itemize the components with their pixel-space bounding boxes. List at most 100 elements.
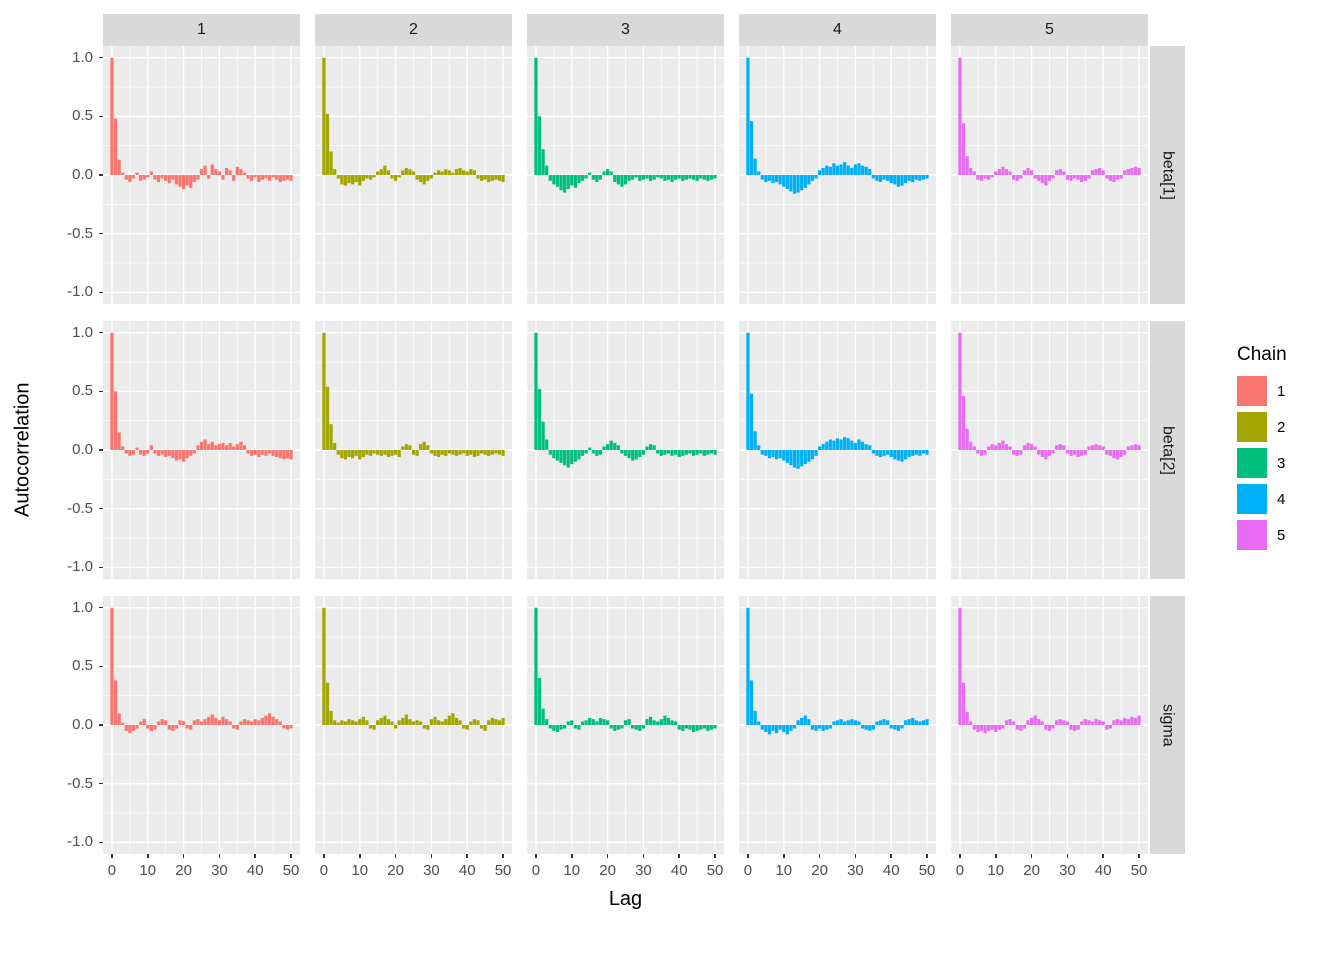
acf-bar-lag-31 — [857, 721, 861, 725]
acf-bar-lag-21 — [185, 175, 189, 186]
acf-bar-lag-41 — [681, 725, 685, 731]
acf-bar-lag-36 — [451, 713, 455, 725]
y-tick-mark — [99, 56, 103, 59]
acf-bar-lag-11 — [149, 171, 153, 175]
acf-bar-lag-18 — [810, 450, 815, 460]
acf-bar-lag-37 — [666, 717, 671, 725]
acf-bar-lag-29 — [214, 717, 218, 725]
acf-bar-lag-3 — [757, 171, 761, 175]
acf-bar-lag-48 — [706, 175, 710, 181]
acf-bar-lag-11 — [785, 175, 789, 190]
acf-bar-lag-8 — [138, 721, 143, 725]
acf-bar-lag-39 — [674, 450, 678, 455]
acf-bar-lag-6 — [555, 450, 560, 461]
acf-bar-lag-20 — [181, 721, 186, 725]
acf-bar-lag-38 — [458, 450, 462, 455]
x-tick-mark — [290, 854, 292, 858]
acf-bar-lag-7 — [983, 725, 987, 734]
acf-bar-lag-12 — [365, 450, 369, 455]
acf-bar-lag-30 — [217, 171, 222, 175]
acf-bar-lag-29 — [850, 440, 854, 450]
legend-label: 4 — [1277, 490, 1286, 508]
acf-bar-lag-43 — [476, 450, 480, 456]
acf-bar-lag-35 — [659, 719, 663, 725]
acf-bar-lag-32 — [224, 445, 229, 450]
acf-bar-lag-38 — [1094, 169, 1098, 175]
acf-bar-lag-30 — [853, 720, 858, 725]
acf-bar-lag-22 — [189, 175, 193, 188]
acf-bar-lag-21 — [1033, 175, 1037, 179]
acf-bar-lag-15 — [164, 720, 168, 725]
acf-bar-lag-23 — [192, 175, 196, 183]
acf-bar-lag-9 — [566, 721, 570, 725]
acf-bar-lag-21 — [1033, 715, 1037, 725]
acf-bar-lag-28 — [634, 450, 638, 460]
acf-bar-lag-46 — [275, 719, 279, 725]
acf-bar-lag-39 — [250, 450, 254, 456]
acf-bar-lag-5 — [128, 725, 132, 734]
panel-beta1-chain-4 — [739, 46, 936, 304]
acf-bar-lag-29 — [1062, 171, 1066, 175]
acf-bar-lag-7 — [347, 450, 351, 458]
acf-bar-lag-40 — [889, 725, 893, 729]
acf-bar-lag-20 — [605, 444, 610, 450]
acf-bar-lag-7 — [983, 450, 987, 455]
acf-bar-lag-20 — [181, 450, 186, 462]
acf-bar-lag-37 — [878, 720, 883, 725]
acf-bar-lag-25 — [411, 171, 416, 175]
y-axis-title: Autocorrelation — [11, 382, 34, 518]
x-tick-mark — [430, 854, 433, 858]
acf-bar-lag-38 — [1094, 444, 1098, 450]
acf-bar-lag-12 — [789, 725, 793, 731]
acf-bar-lag-47 — [490, 717, 494, 725]
facet-col-strip-1: 1 — [103, 14, 300, 46]
acf-bar-lag-26 — [839, 719, 843, 725]
acf-bar-lag-19 — [1026, 442, 1030, 450]
x-tick-label: 30 — [211, 862, 228, 879]
acf-bar-lag-33 — [228, 170, 232, 175]
acf-bar-lag-7 — [347, 719, 351, 725]
acf-bar-lag-1 — [113, 680, 118, 725]
acf-bar-lag-25 — [1047, 725, 1052, 731]
acf-bar-lag-50 — [713, 450, 717, 455]
acf-bar-lag-7 — [771, 450, 775, 458]
acf-bar-lag-5 — [340, 175, 344, 185]
acf-bar-lag-0 — [110, 607, 114, 725]
acf-bar-lag-23 — [828, 166, 832, 175]
acf-bar-lag-29 — [850, 719, 854, 725]
legend-label: 1 — [1277, 382, 1286, 400]
acf-bar-lag-40 — [889, 450, 893, 458]
acf-bar-lag-29 — [1062, 445, 1066, 450]
acf-bar-lag-20 — [1029, 717, 1034, 725]
acf-bar-lag-2 — [541, 149, 545, 175]
acf-bar-lag-50 — [289, 450, 293, 460]
acf-bar-lag-34 — [444, 169, 448, 175]
acf-bar-lag-0 — [110, 57, 114, 175]
y-tick-mark — [99, 782, 103, 785]
acf-bar-lag-8 — [986, 175, 991, 180]
acf-bar-lag-22 — [613, 175, 617, 183]
acf-bar-lag-36 — [663, 715, 667, 725]
acf-bar-lag-17 — [595, 721, 599, 725]
panel-beta1-chain-3 — [527, 46, 724, 304]
acf-bar-lag-3 — [333, 720, 337, 725]
acf-bar-lag-15 — [376, 171, 380, 175]
acf-bar-lag-40 — [253, 719, 257, 725]
x-tick-label: 10 — [139, 862, 157, 879]
acf-plot-surface — [951, 596, 1148, 854]
acf-bar-lag-24 — [408, 169, 412, 175]
acf-bar-lag-48 — [918, 721, 922, 725]
acf-bar-lag-20 — [1029, 170, 1034, 175]
acf-bar-lag-43 — [1112, 720, 1116, 725]
acf-bar-lag-8 — [986, 725, 991, 731]
acf-bar-lag-1 — [749, 680, 754, 725]
acf-bar-lag-27 — [207, 716, 211, 725]
acf-plot-surface — [527, 321, 724, 579]
acf-bar-lag-34 — [1080, 450, 1084, 456]
acf-bar-lag-20 — [181, 175, 186, 190]
acf-bar-lag-16 — [803, 715, 807, 725]
acf-bar-lag-42 — [896, 450, 901, 461]
acf-bar-lag-33 — [228, 721, 232, 725]
x-tick-mark — [254, 854, 256, 858]
